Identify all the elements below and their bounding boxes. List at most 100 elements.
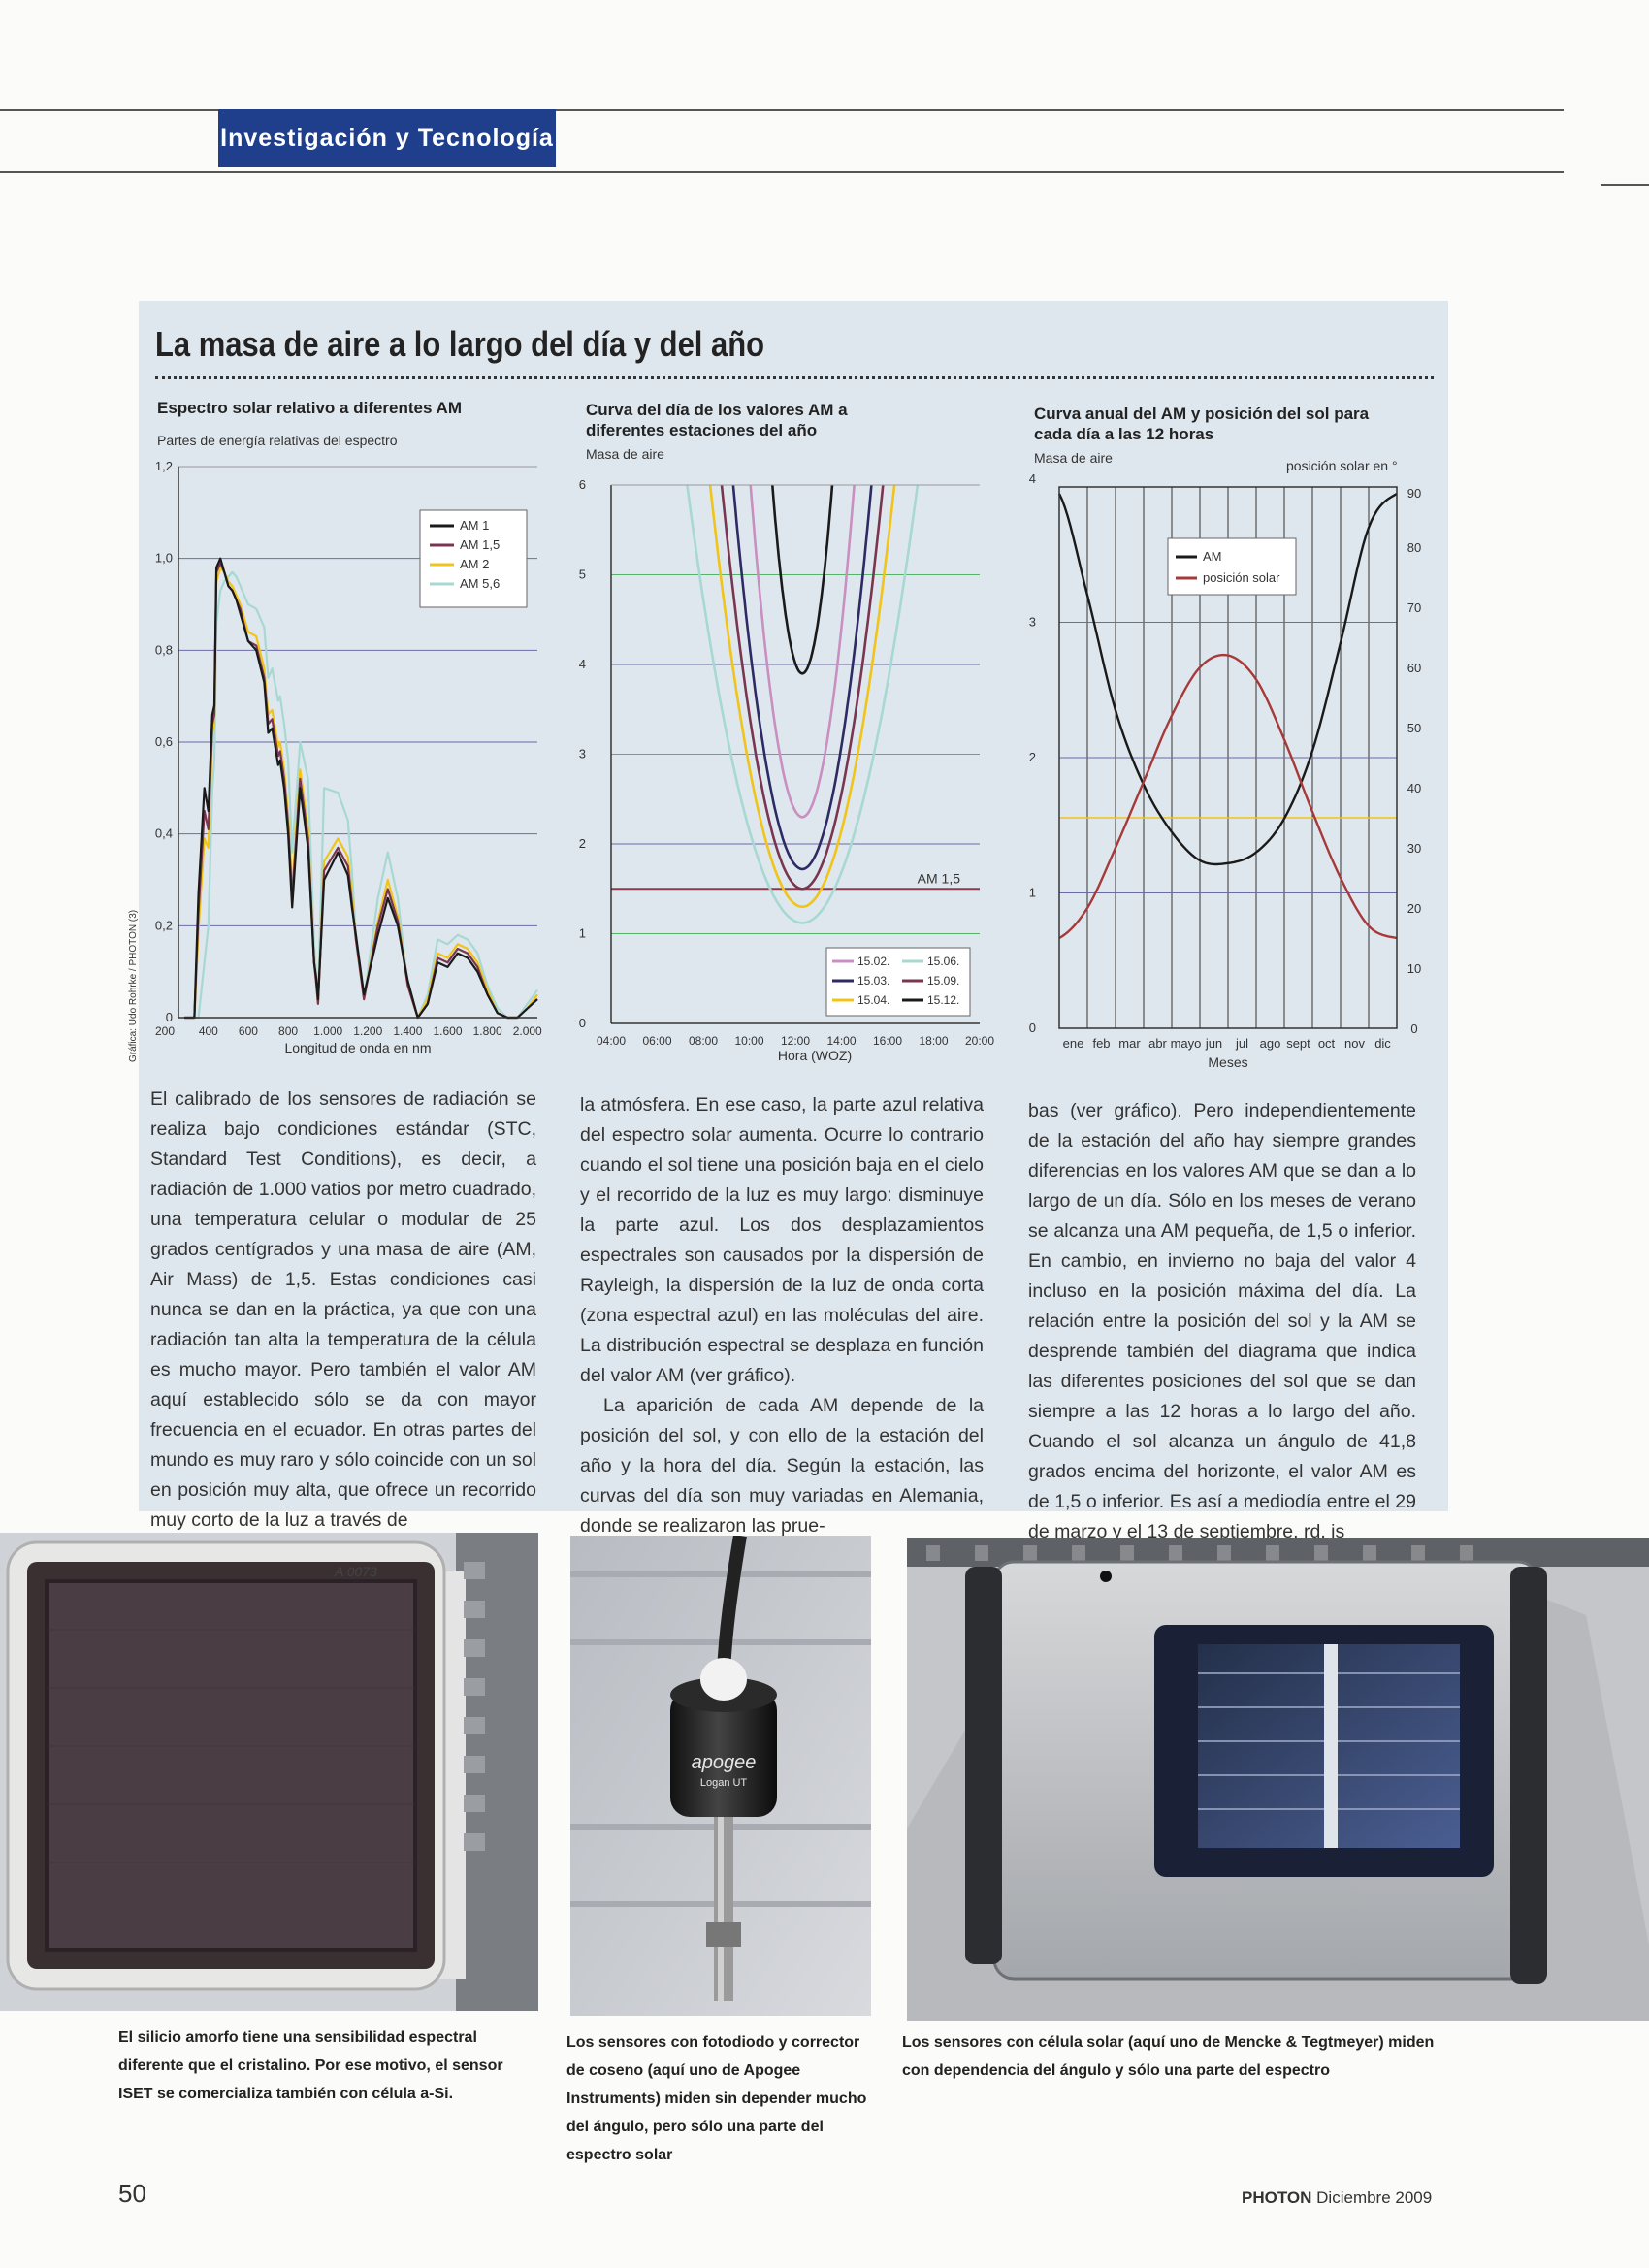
text-col3-para-1: bas (ver gráfico). Pero independientemen… [1028,1100,1416,1542]
chart3-xtick: oct [1318,1036,1336,1051]
chart2-series-line [720,484,885,891]
chart2-ytick: 3 [579,747,586,761]
chart2-xtick: 04:00 [597,1034,626,1048]
photo-mt-sensor-art [907,1538,1649,2021]
chart1-series-line [184,570,538,1020]
caption-asi: El silicio amorfo tiene una sensibilidad… [118,2029,503,2102]
chart1-xlabel: Longitud de onda en nm [284,1040,431,1055]
chart1-xtick: 600 [239,1024,258,1038]
chart2-svg: 0 1 2 3 4 5 6 04:00 06:00 08:00 10:00 12:00 14:00 16:… [579,477,995,1063]
caption-apogee: Los sensores con fotodiodo y corrector d… [566,2034,867,2163]
page-number: 50 [118,2179,146,2208]
photo-apogee-model: Logan UT [700,1777,748,1789]
chart3-y2tick: 40 [1407,781,1421,795]
chart3-legend-label: posición solar [1203,570,1280,585]
text-col1-para-1: El calibrado de los sensores de radiació… [150,1088,536,1531]
chart3-y2tick: 90 [1407,486,1421,501]
text-col2-para-1: la atmósfera. En ese caso, la parte azul… [580,1094,984,1386]
chart3-xtick: sept [1286,1036,1310,1051]
chart1-xtick: 2.000 [513,1024,542,1038]
chart3-ytick: 3 [1029,615,1036,630]
photo-apogee-brand: apogee [692,1752,757,1773]
chart2-ytick: 1 [579,926,586,941]
chart1-title: Espectro solar relativo a diferentes AM [157,399,462,417]
chart3-y2tick: 0 [1410,1021,1417,1036]
chart3-y2tick: 70 [1407,600,1421,615]
chart2-ytick: 4 [579,657,586,671]
chart2-xtick: 14:00 [826,1034,856,1048]
chart3-y2tick: 60 [1407,661,1421,675]
photo-asi-sensor: A 0073 [0,1533,538,2011]
chart3-y2tick: 10 [1407,961,1421,976]
chart3-legend-box [1167,537,1297,596]
footer-brand-issue: PHOTON Diciembre 2009 [1242,2188,1432,2208]
chart2-title: Curva del día de los valores AM a difere… [586,401,848,439]
chart2-xlabel: Hora (WOZ) [778,1048,852,1063]
chart2-series-line [686,484,920,924]
chart3-ytick: 0 [1029,1021,1036,1035]
chart1-ytick: 1,2 [155,459,173,473]
chart3-xtick: jun [1205,1036,1222,1051]
chart2-xtick: 06:00 [642,1034,671,1048]
chart1-series-line [184,566,538,1020]
chart3-y2tick: 80 [1407,540,1421,555]
chart2-legend-label: 15.04. [857,993,889,1007]
chart1-credit: Gráfica: Udo Rohrke / PHOTON (3) [128,909,139,1062]
chart3-xtick: mayo [1171,1036,1202,1051]
chart3-ytick: 2 [1029,750,1036,764]
chart1-series-line [184,562,538,1020]
chart1-legend-label: AM 2 [460,557,489,571]
chart2-legend-label: 15.12. [927,993,959,1007]
footer-issue: Diciembre 2009 [1316,2188,1433,2207]
chart1-legend-label: AM 1,5 [460,537,500,552]
photo-mt-sensor [907,1538,1649,2021]
chart1-subtitle: Partes de energía relativas del espectro [157,433,398,448]
text-column-1: El calibrado de los sensores de radiació… [150,1085,536,1536]
box-title: La masa de aire a lo largo del día y del… [155,324,765,364]
chart2-xtick: 08:00 [689,1034,718,1048]
chart2-ytick: 5 [579,567,586,582]
chart2-subtitle: Masa de aire [586,446,664,462]
chart1-xtick: 200 [155,1024,175,1038]
chart3-right-axis-title: posición solar en ° [1286,458,1398,473]
chart3-title: Curva anual del AM y posición del sol pa… [1034,405,1370,443]
footer-brand: PHOTON [1242,2188,1312,2207]
text-column-2: la atmósfera. En ese caso, la parte azul… [580,1090,984,1541]
chart3-xtick: abr [1148,1036,1167,1051]
chart3-xtick: dic [1374,1036,1391,1051]
chart3-y2tick: 30 [1407,841,1421,856]
chart2-xtick: 12:00 [781,1034,810,1048]
chart1-legend-label: AM 1 [460,518,489,533]
chart3-y2tick: 50 [1407,721,1421,735]
section-tag: Investigación y Tecnología [218,109,556,167]
chart3-subtitle: Masa de aire [1034,450,1113,466]
chart2-xtick: 10:00 [734,1034,763,1048]
chart1-ytick: 0,2 [155,918,173,932]
chart3-ytick: 1 [1029,886,1036,900]
chart2-series-line [708,484,896,909]
chart3-xtick: nov [1344,1036,1365,1051]
chart2-series-line [749,484,856,819]
chart1-legend-label: AM 5,6 [460,576,500,591]
chart2-legend-label: 15.02. [857,955,889,968]
chart2-series-line [771,484,834,675]
chart1-xtick: 1.000 [313,1024,342,1038]
chart2-ytick: 2 [579,836,586,851]
chart1-ytick: 1,0 [155,551,173,566]
text-column-3: bas (ver gráfico). Pero independientemen… [1028,1096,1416,1547]
text-col2-para-2: La aparición de cada AM depende de la po… [580,1395,984,1537]
chart2-xtick: 18:00 [919,1034,948,1048]
chart2-series-line [731,484,873,871]
chart2-am15-label: AM 1,5 [918,870,961,886]
chart3-legend-label: AM [1203,549,1222,564]
header-rule-bottom [0,171,1564,173]
photo-asi-label: A 0073 [334,1564,377,1579]
chart1-ytick: 0,6 [155,734,173,749]
chart1-ytick: 0,8 [155,642,173,657]
chart3-series-line [1057,492,1398,866]
chart2-legend-label: 15.09. [927,974,959,988]
header-rule-top [0,109,1564,111]
chart1-svg: 0 0,2 0,4 0,6 0,8 1,0 1,2 200 400 600 800 1.000 1.20… [155,459,542,1055]
chart2-legend-label: 15.06. [927,955,959,968]
